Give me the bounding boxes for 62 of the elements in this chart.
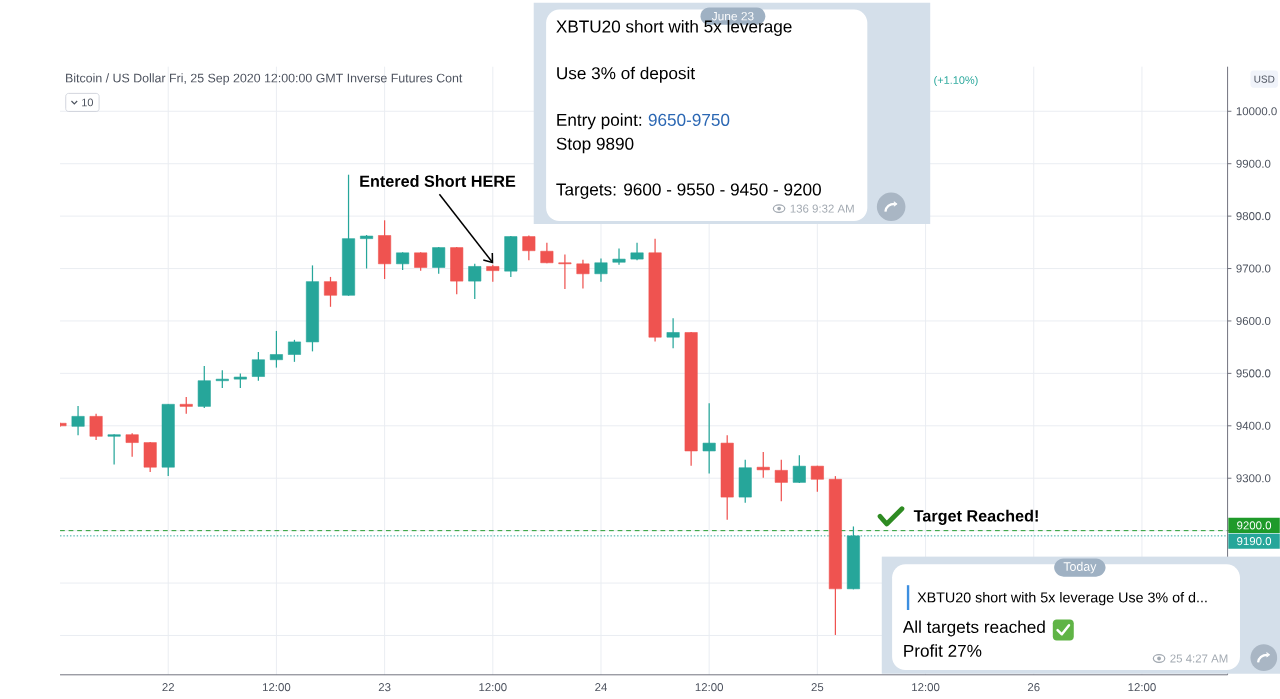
candlestick: [810, 465, 824, 493]
candlestick: [269, 330, 283, 369]
x-tick-label: 26: [1027, 683, 1040, 692]
annotation: Targets: 9600 - 9550 - 9450 - 9200: [556, 183, 821, 200]
candlestick: [71, 405, 85, 437]
y-tick-label: 9900.0: [1236, 159, 1271, 168]
candlestick: [324, 276, 337, 308]
ref-line-label: 9190.0: [1237, 537, 1272, 546]
candlestick: [792, 454, 806, 484]
text: XBTU20 short with 5x leverage: [556, 20, 792, 37]
y-tick-label: 9700.0: [1236, 264, 1271, 273]
x-tick-label: 12:00: [912, 683, 940, 692]
x-tick-label: 24: [595, 683, 607, 692]
chart-title: Bitcoin / US Dollar Fri, 25 Sep 2020 12:00:00 GMT Inverse Futures Cont: [66, 73, 463, 86]
annotation: Use 3% of deposit: [557, 66, 695, 83]
candlestick: [287, 339, 301, 363]
candlestick: [251, 351, 265, 382]
y-tick-label: 10000.0: [1236, 107, 1277, 116]
candlestick: [702, 402, 716, 475]
candlestick: [774, 459, 788, 503]
x-tick-label: 12:00: [479, 683, 507, 692]
text: June 23: [711, 12, 754, 21]
annotation: Entered Short HERE: [360, 175, 516, 188]
x-tick-label: 12:00: [1128, 683, 1156, 692]
x-tick-label: 12:00: [262, 683, 291, 692]
candlestick: [522, 235, 536, 261]
y-tick-label: 9800.0: [1236, 212, 1271, 221]
candlestick: [666, 317, 680, 350]
annotation: 25 4:27 AM: [1170, 654, 1228, 663]
candlestick: [125, 432, 139, 458]
annotation: (+1.10%): [934, 76, 978, 87]
annotation: Today: [1063, 561, 1097, 574]
x-tick-label: 25: [811, 683, 824, 692]
annotation: Stop 9890: [556, 137, 634, 154]
x-tick-label: 22: [162, 683, 174, 692]
candlestick: [89, 413, 103, 441]
x-tick-label: 23: [378, 683, 391, 692]
x-tick-label: 12:00: [695, 683, 724, 692]
candlestick: [432, 246, 446, 275]
annotation: Entry point:: [557, 113, 642, 130]
candlestick: [558, 253, 572, 290]
y-tick-label: 9600.0: [1236, 317, 1271, 326]
y-axis-title: USD: [1254, 75, 1275, 83]
candlestick: [414, 251, 428, 272]
annotation: 136 9:32 AM: [790, 204, 854, 213]
y-tick-label: 9400.0: [1236, 421, 1271, 431]
candlestick: [360, 234, 374, 270]
annotation: 10: [82, 98, 93, 107]
candlestick: [594, 258, 608, 283]
candlestick: [468, 263, 482, 300]
annotation: 9650-9750: [648, 114, 730, 127]
candlestick: [756, 451, 770, 479]
ref-line-label: 9200.0: [1237, 521, 1272, 530]
annotation: All targets reached: [902, 620, 1045, 637]
candlestick: [107, 433, 121, 466]
y-tick-label: 9300.0: [1236, 474, 1271, 483]
annotation: XBTU20 short with 5x leverage Use 3% of d...: [917, 592, 1207, 606]
y-tick-label: 9500.0: [1236, 369, 1271, 378]
annotation: Target Reached!: [913, 509, 1038, 526]
annotation: Profit 27%: [904, 644, 982, 658]
candlestick: [576, 259, 590, 290]
candlestick: [612, 248, 626, 266]
